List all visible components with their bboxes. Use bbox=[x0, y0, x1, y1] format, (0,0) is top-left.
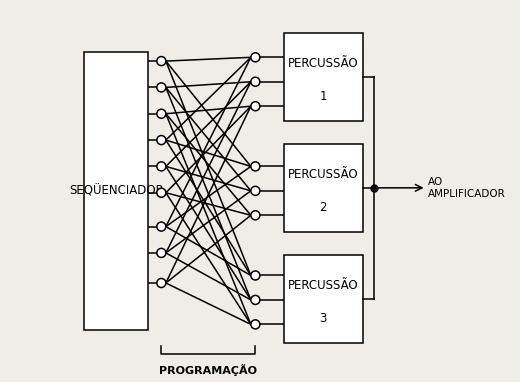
Circle shape bbox=[157, 248, 166, 257]
Text: 3: 3 bbox=[319, 312, 327, 325]
Circle shape bbox=[251, 186, 260, 195]
Circle shape bbox=[157, 136, 166, 144]
Circle shape bbox=[157, 162, 166, 171]
Text: 2: 2 bbox=[319, 201, 327, 214]
Circle shape bbox=[157, 188, 166, 197]
Circle shape bbox=[157, 278, 166, 288]
Text: PERCUSSÃO: PERCUSSÃO bbox=[288, 168, 358, 181]
Circle shape bbox=[251, 53, 260, 62]
Text: 1: 1 bbox=[319, 90, 327, 103]
Circle shape bbox=[251, 211, 260, 220]
Circle shape bbox=[157, 222, 166, 231]
Circle shape bbox=[157, 57, 166, 66]
Text: SEQÜENCIADOR: SEQÜENCIADOR bbox=[69, 185, 164, 197]
Circle shape bbox=[251, 162, 260, 171]
Circle shape bbox=[251, 102, 260, 111]
Circle shape bbox=[251, 271, 260, 280]
Text: AO
AMPLIFICADOR: AO AMPLIFICADOR bbox=[428, 177, 506, 199]
Circle shape bbox=[157, 83, 166, 92]
Circle shape bbox=[157, 109, 166, 118]
Circle shape bbox=[251, 295, 260, 304]
FancyBboxPatch shape bbox=[283, 255, 362, 343]
FancyBboxPatch shape bbox=[283, 33, 362, 121]
Text: PROGRAMAÇÃO: PROGRAMAÇÃO bbox=[159, 364, 257, 376]
FancyBboxPatch shape bbox=[283, 144, 362, 232]
Text: PERCUSSÃO: PERCUSSÃO bbox=[288, 57, 358, 70]
FancyBboxPatch shape bbox=[84, 52, 148, 330]
Circle shape bbox=[251, 77, 260, 86]
Circle shape bbox=[251, 320, 260, 329]
Text: PERCUSSÃO: PERCUSSÃO bbox=[288, 279, 358, 292]
